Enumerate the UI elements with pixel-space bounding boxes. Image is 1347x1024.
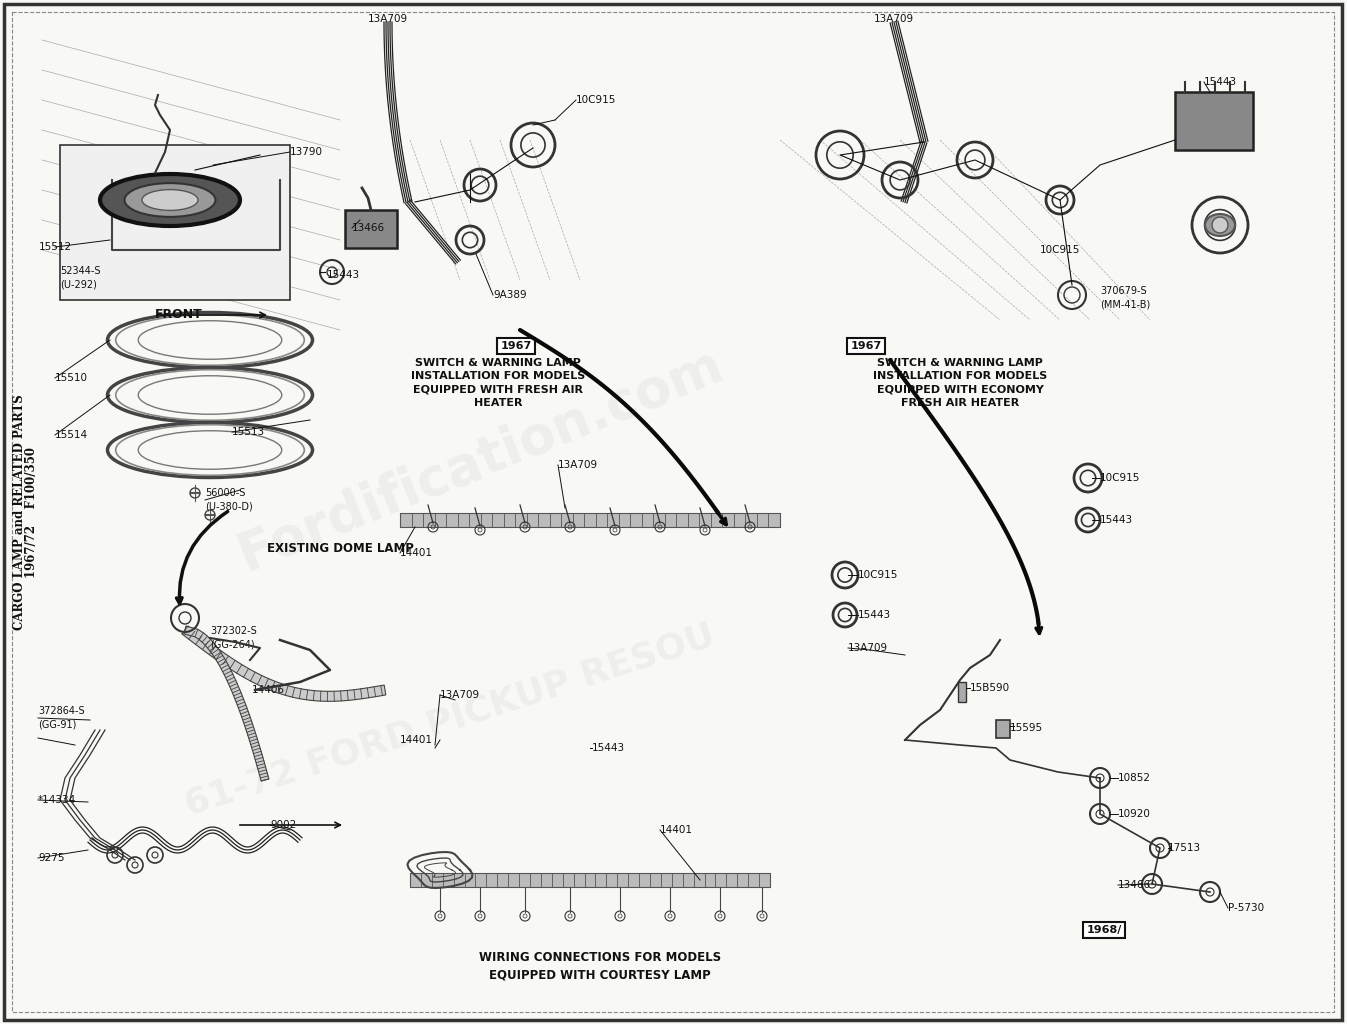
Text: 56000-S
(U-380-D): 56000-S (U-380-D) [205,488,253,512]
Text: CARGO LAMP and RELATED PARTS: CARGO LAMP and RELATED PARTS [13,394,27,630]
Text: 15443: 15443 [591,743,625,753]
Text: 1967: 1967 [500,341,532,351]
Text: 10C915: 10C915 [577,95,617,105]
Text: 14401: 14401 [400,548,432,558]
Text: 15510: 15510 [55,373,88,383]
Text: 14406: 14406 [252,685,286,695]
Text: 10852: 10852 [1118,773,1150,783]
Text: 15513: 15513 [232,427,265,437]
Text: 372864-S
(GG-91): 372864-S (GG-91) [38,707,85,729]
Ellipse shape [141,189,198,210]
Text: 10C915: 10C915 [1100,473,1141,483]
Text: 10C915: 10C915 [858,570,898,580]
Ellipse shape [100,174,240,226]
Bar [61,145,290,300]
Text: 15595: 15595 [1010,723,1043,733]
Polygon shape [400,513,780,527]
Text: 13A709: 13A709 [558,460,598,470]
Text: WIRING CONNECTIONS FOR MODELS
EQUIPPED WITH COURTESY LAMP: WIRING CONNECTIONS FOR MODELS EQUIPPED W… [480,951,721,981]
Text: 370679-S
(MM-41-B): 370679-S (MM-41-B) [1100,287,1150,309]
Circle shape [1212,217,1228,233]
Polygon shape [185,626,269,781]
Ellipse shape [1206,214,1235,236]
Text: 372302-S
(GG-264): 372302-S (GG-264) [210,627,257,649]
Text: *14334: *14334 [38,795,77,805]
Text: 13A709: 13A709 [849,643,888,653]
Text: 17513: 17513 [1168,843,1202,853]
Text: SWITCH & WARNING LAMP
INSTALLATION FOR MODELS
EQUIPPED WITH ECONOMY
FRESH AIR HE: SWITCH & WARNING LAMP INSTALLATION FOR M… [873,358,1047,408]
Text: 52344-S
(U-292): 52344-S (U-292) [61,266,101,290]
Text: 15B590: 15B590 [970,683,1010,693]
Text: 13466: 13466 [352,223,385,233]
Polygon shape [182,626,385,701]
Text: 13790: 13790 [290,147,323,157]
Bar [345,210,397,248]
Text: 13466: 13466 [1118,880,1152,890]
Text: 14401: 14401 [400,735,432,745]
Text: P-5730: P-5730 [1228,903,1263,913]
Bar [958,682,966,702]
Text: FRONT: FRONT [155,308,203,322]
Bar [497,338,535,354]
Text: 15443: 15443 [327,270,360,280]
Text: 10C915: 10C915 [1040,245,1080,255]
Text: 14401: 14401 [660,825,692,835]
Text: 13A709: 13A709 [368,14,408,24]
Text: 1968/: 1968/ [1086,925,1122,935]
Text: 1967/72    F100/350: 1967/72 F100/350 [26,446,39,578]
Bar [847,338,885,354]
Text: 15443: 15443 [1100,515,1133,525]
Text: 9A389: 9A389 [493,290,527,300]
Bar [1175,92,1253,150]
Text: 9275: 9275 [38,853,65,863]
Text: 9002: 9002 [269,820,296,830]
Text: 13A709: 13A709 [440,690,480,700]
Text: 15443: 15443 [858,610,892,620]
Text: EXISTING DOME LAMP: EXISTING DOME LAMP [267,542,414,555]
Text: 61-72 FORD PICKUP RESOU: 61-72 FORD PICKUP RESOU [180,618,719,822]
Bar [1083,922,1125,938]
Ellipse shape [124,183,216,217]
Polygon shape [409,873,770,887]
Text: 15443: 15443 [1204,77,1237,87]
Text: 15514: 15514 [55,430,88,440]
Text: Fordification.com: Fordification.com [230,339,730,582]
Text: SWITCH & WARNING LAMP
INSTALLATION FOR MODELS
EQUIPPED WITH FRESH AIR
HEATER: SWITCH & WARNING LAMP INSTALLATION FOR M… [411,358,585,408]
Text: 1967: 1967 [850,341,882,351]
Bar [995,720,1010,738]
Text: 10920: 10920 [1118,809,1150,819]
Text: 15512: 15512 [39,242,73,252]
Text: 13A709: 13A709 [874,14,915,24]
